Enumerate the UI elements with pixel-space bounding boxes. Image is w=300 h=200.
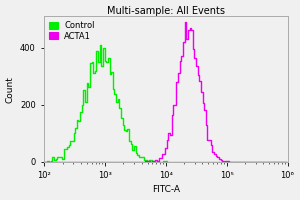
Legend: Control, ACTA1: Control, ACTA1 [47, 19, 97, 43]
Title: Multi-sample: All Events: Multi-sample: All Events [107, 6, 225, 16]
X-axis label: FITC-A: FITC-A [152, 185, 180, 194]
Y-axis label: Count: Count [6, 76, 15, 103]
